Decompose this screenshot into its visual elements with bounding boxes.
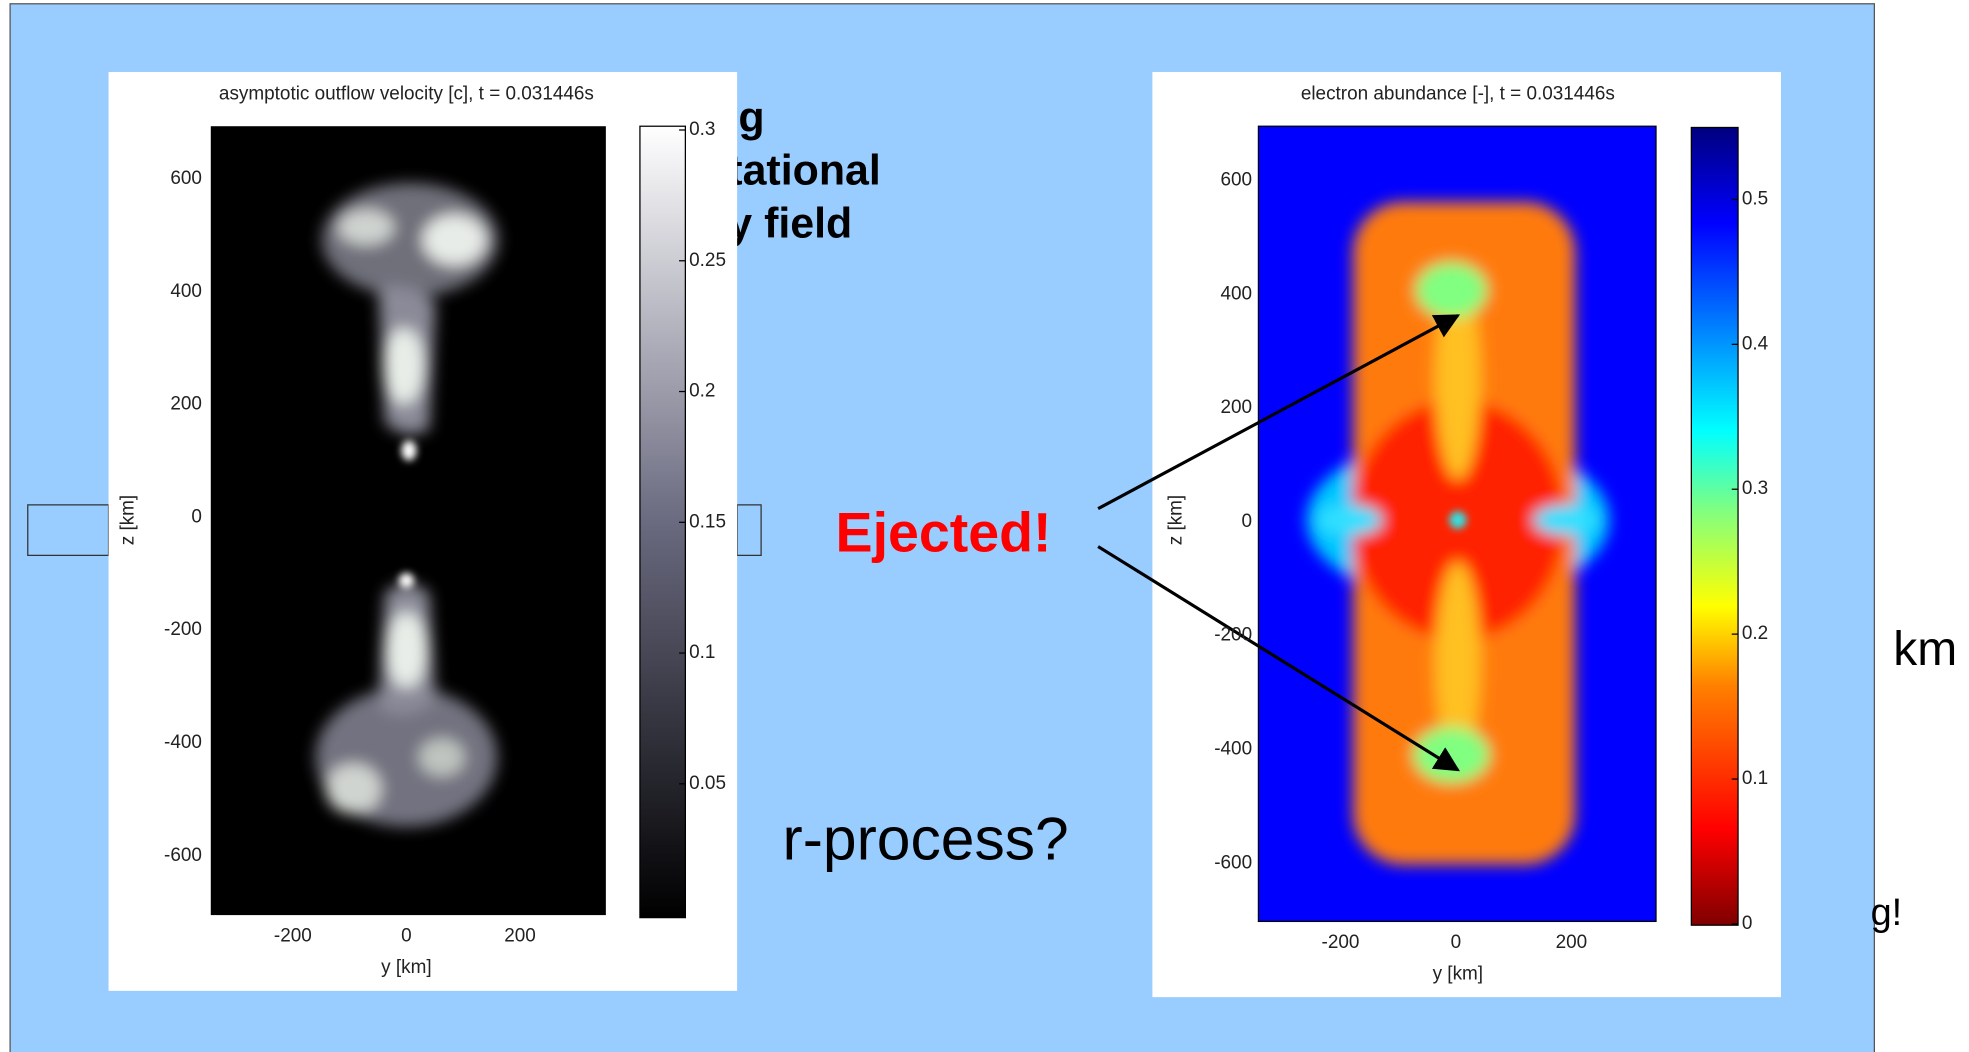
y-tick-label: 400 — [170, 281, 202, 302]
x-tick-label: 200 — [1556, 932, 1588, 953]
colorbar-label: 0.3 — [1742, 478, 1768, 499]
text: r-process? — [783, 805, 1069, 873]
figure-title: asymptotic outflow velocity [c], t = 0.0… — [219, 84, 594, 105]
x-tick-label: 0 — [401, 926, 412, 947]
colorbar-label: 0.15 — [689, 511, 726, 532]
y-tick-label: -200 — [1214, 625, 1252, 646]
y-tick-label: 600 — [1221, 169, 1253, 190]
hidden-text: g — [738, 93, 764, 141]
x-tick-label: -200 — [1322, 932, 1360, 953]
x-tick-label: 0 — [1451, 932, 1462, 953]
colorbar-label: 0.1 — [1742, 768, 1768, 789]
page: g tational y field km g! Ejected! r- — [0, 0, 1969, 1052]
y-tick-label: 200 — [1221, 397, 1253, 418]
y-tick-label: 0 — [1242, 511, 1253, 532]
colorbar-label: 0.2 — [689, 381, 715, 402]
y-axis-label: z [km] — [118, 495, 139, 545]
hidden-text: y field — [728, 199, 852, 247]
colorbar-label: 0.05 — [689, 773, 726, 794]
colorbar-label: 0 — [1742, 913, 1753, 934]
y-tick-label: 600 — [170, 168, 202, 189]
hidden-text: tational — [728, 146, 881, 194]
colorbar-label: 0.25 — [689, 250, 726, 271]
y-tick-label: -200 — [164, 619, 202, 640]
colorbar-label: 0.5 — [1742, 188, 1768, 209]
colorbar-label: 0.3 — [689, 119, 715, 140]
colorbar-label: 0.4 — [1742, 333, 1768, 354]
y-tick-label: -400 — [164, 732, 202, 753]
colorbar — [1691, 127, 1738, 925]
figure-title: electron abundance [-], t = 0.031446s — [1301, 84, 1615, 105]
x-tick-label: 200 — [504, 926, 536, 947]
y-tick-label: 400 — [1221, 283, 1253, 304]
y-tick-label: -600 — [1214, 852, 1252, 873]
y-tick-label: 0 — [191, 507, 202, 528]
y-tick-label: -400 — [1214, 739, 1252, 760]
x-tick-label: -200 — [274, 926, 312, 947]
callout: Ejected! — [836, 502, 1052, 564]
colorbar-label: 0.2 — [1742, 623, 1768, 644]
x-axis-label: y [km] — [1433, 963, 1483, 984]
colorbar — [640, 126, 685, 917]
y-axis-label: z [km] — [1165, 495, 1186, 545]
text: g! — [1871, 892, 1903, 934]
text: km — [1893, 623, 1957, 676]
x-axis-label: y [km] — [381, 957, 431, 978]
y-tick-label: 200 — [170, 394, 202, 415]
y-tick-label: -600 — [164, 845, 202, 866]
slide: g tational y field km g! Ejected! r- — [0, 0, 1969, 1052]
colorbar-label: 0.1 — [689, 642, 715, 663]
